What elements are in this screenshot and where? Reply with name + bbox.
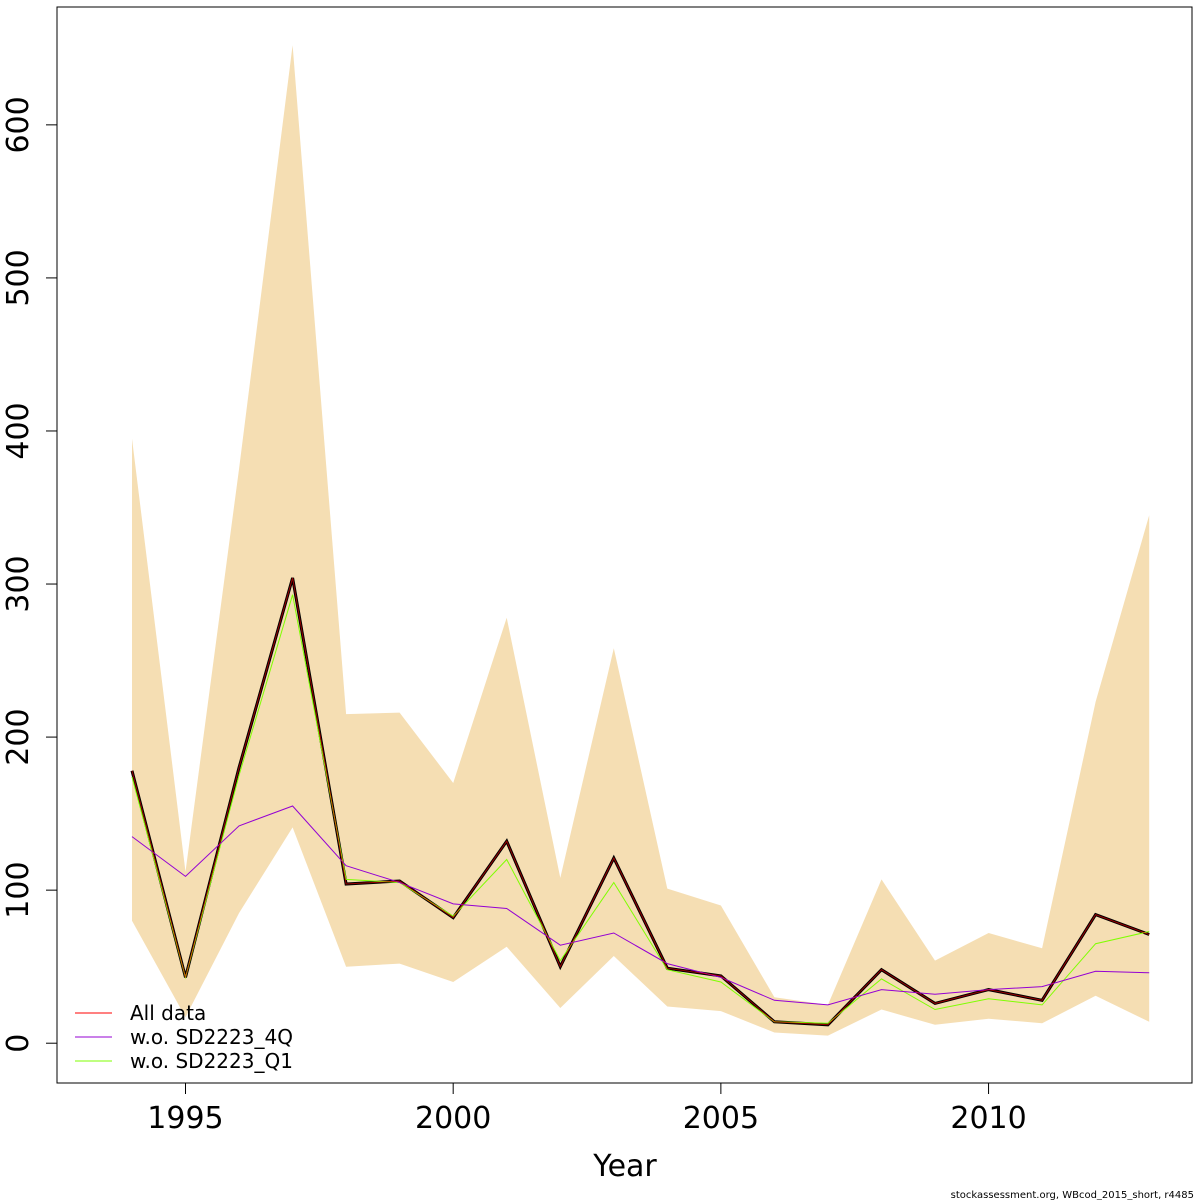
series-line-all-data [131,577,1150,1026]
y-tick-label: 0 [1,1034,36,1053]
y-tick-label: 500 [1,249,36,306]
legend-label: w.o. SD2223_Q1 [130,1049,293,1073]
series-lines-layer [130,577,1150,1027]
x-axis-title: Year [592,1149,657,1184]
x-axis: 1995 2000 2005 2010 [147,1082,1027,1136]
x-tick-label: 2005 [683,1101,759,1136]
x-tick-label: 2000 [415,1101,491,1136]
y-axis: 0 100 200 300 400 500 600 [1,96,58,1053]
legend-label: w.o. SD2223_4Q [130,1025,293,1049]
footer-credit: stockassessment.org, WBcod_2015_short, r… [951,1190,1194,1200]
y-tick-label: 300 [1,555,36,612]
y-tick-label: 600 [1,96,36,153]
series-line-w-o-sd2223-4q [131,805,1150,1006]
y-tick-label: 100 [1,861,36,918]
confidence-band-layer [132,45,1150,1036]
series-line-w-o-sd2223-q1 [131,594,1150,1024]
y-tick-label: 200 [1,708,36,765]
y-tick-label: 400 [1,402,36,459]
x-tick-label: 2010 [950,1101,1026,1136]
x-tick-label: 1995 [147,1101,223,1136]
confidence-band [132,45,1150,1036]
legend-label: All data [130,1001,206,1025]
